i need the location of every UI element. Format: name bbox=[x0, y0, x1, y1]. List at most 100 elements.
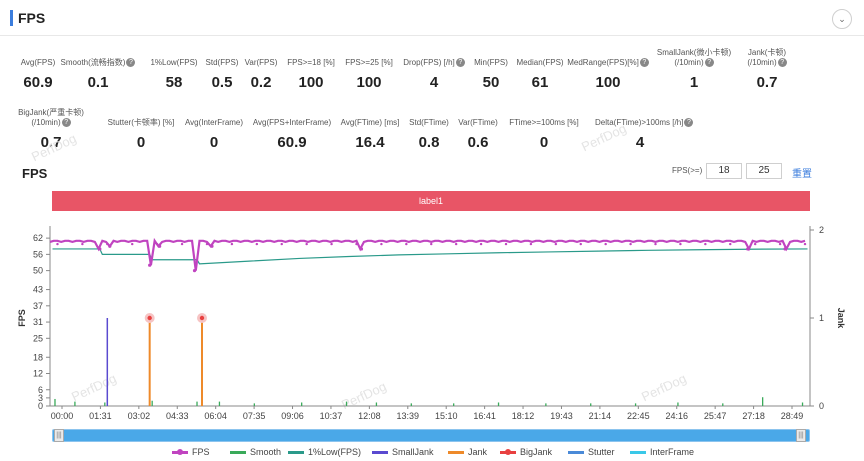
metric-card: MedRange(FPS)[%]? 100 bbox=[563, 58, 653, 92]
x-tick-label: 27:18 bbox=[742, 411, 765, 421]
metric-label: Avg(InterFrame) bbox=[184, 118, 244, 127]
y-right-axis-label: Jank bbox=[836, 308, 846, 330]
y-right-tick-label: 2 bbox=[819, 225, 824, 235]
y-left-tick-label: 62 bbox=[33, 233, 43, 243]
help-icon[interactable]: ? bbox=[126, 58, 136, 68]
metric-value: 0.7 bbox=[756, 74, 778, 91]
fps-dip-point bbox=[98, 247, 102, 251]
fps-sample-point bbox=[355, 242, 358, 246]
metric-card: SmallJank(微小卡顿) (/10min)? 1 bbox=[649, 48, 739, 92]
collapse-chevron-icon[interactable]: ⌄ bbox=[832, 9, 852, 29]
metric-card: Std(FTime) 0.8 bbox=[384, 118, 474, 152]
x-tick-label: 25:47 bbox=[704, 411, 727, 421]
metric-value: 100 bbox=[298, 74, 324, 91]
metric-value: 50 bbox=[482, 74, 500, 91]
fps-dip-point bbox=[192, 269, 197, 273]
fps-sample-point bbox=[479, 242, 483, 246]
metric-label: Jank(卡顿) bbox=[747, 48, 787, 57]
metric-value: 100 bbox=[356, 74, 382, 91]
metric-card: FPS>=25 [%] 100 bbox=[324, 58, 414, 92]
scroll-handle-left[interactable]: ||| bbox=[54, 429, 64, 442]
legend-label: SmallJank bbox=[392, 447, 434, 457]
metric-value: 60.9 bbox=[277, 134, 307, 151]
x-tick-label: 07:35 bbox=[243, 411, 266, 421]
metric-label: Std(FPS) bbox=[205, 58, 239, 67]
y-left-tick-label: 25 bbox=[33, 333, 43, 343]
metric-value: 0.1 bbox=[87, 74, 109, 91]
help-icon[interactable]: ? bbox=[704, 58, 714, 68]
fps-threshold-input-1[interactable]: 18 bbox=[706, 163, 742, 179]
legend-swatch-icon bbox=[500, 449, 516, 456]
legend-item[interactable]: InterFrame bbox=[630, 447, 694, 459]
metric-label: Delta(FTime)>100ms [/h]? bbox=[595, 118, 694, 128]
fps-sample-point bbox=[529, 242, 533, 246]
metric-card: Delta(FTime)>100ms [/h]? 4 bbox=[595, 118, 694, 152]
legend-swatch-icon bbox=[372, 451, 388, 455]
scroll-handle-right[interactable]: ||| bbox=[796, 429, 806, 442]
metric-label: Drop(FPS) [/h]? bbox=[389, 58, 479, 68]
legend-swatch-icon bbox=[288, 451, 304, 455]
fps-dip-point bbox=[108, 244, 112, 248]
metric-label: Smooth(流畅指数)? bbox=[53, 58, 143, 68]
metric-label: MedRange(FPS)[%]? bbox=[563, 58, 653, 68]
fps-sample-point bbox=[56, 242, 59, 246]
x-tick-label: 00:00 bbox=[51, 411, 74, 421]
legend-item[interactable]: 1%Low(FPS) bbox=[288, 447, 361, 459]
metric-label-unit: (/10min)? bbox=[6, 118, 96, 128]
fps-sample-point bbox=[230, 242, 234, 246]
legend-label: Smooth bbox=[250, 447, 282, 457]
metric-card: Drop(FPS) [/h]? 4 bbox=[389, 58, 479, 92]
y-right-tick-label: 0 bbox=[819, 401, 824, 411]
metric-value: 0.8 bbox=[418, 134, 440, 151]
legend-item[interactable]: Stutter bbox=[568, 447, 615, 459]
metric-value: 0.7 bbox=[40, 134, 62, 151]
metric-label: Stutter(卡顿率) [%] bbox=[107, 118, 175, 127]
series-fps-line bbox=[49, 237, 806, 271]
metric-label: FPS>=18 [%] bbox=[287, 58, 335, 67]
reset-button[interactable]: 重置 bbox=[792, 169, 812, 180]
metric-label: Std(FTime) bbox=[409, 118, 449, 127]
fps-sample-point bbox=[131, 242, 134, 246]
help-icon[interactable]: ? bbox=[639, 58, 649, 68]
fps-dip-point bbox=[148, 263, 152, 267]
legend-label: 1%Low(FPS) bbox=[308, 447, 362, 457]
help-icon[interactable]: ? bbox=[684, 118, 694, 128]
metric-card: Var(FTime) 0.6 bbox=[433, 118, 523, 152]
y-left-axis-label: FPS bbox=[17, 309, 27, 327]
legend-item[interactable]: BigJank bbox=[500, 447, 552, 459]
fps-sample-point bbox=[753, 242, 757, 246]
label-band[interactable]: label1 bbox=[52, 191, 810, 211]
metric-label: Median(FPS) bbox=[516, 58, 564, 67]
fps-sample-point bbox=[579, 242, 582, 246]
metric-label: Var(FTime) bbox=[458, 118, 498, 127]
help-icon[interactable]: ? bbox=[777, 58, 787, 68]
fps-sample-point bbox=[504, 242, 508, 246]
metric-value: 0.5 bbox=[211, 74, 233, 91]
fps-sample-point bbox=[454, 242, 458, 246]
metric-label: BigJank(严重卡顿) bbox=[18, 108, 84, 117]
y-left-tick-label: 6 bbox=[38, 385, 43, 395]
help-icon[interactable]: ? bbox=[455, 58, 465, 68]
metric-value: 1 bbox=[689, 74, 699, 91]
x-tick-label: 24:16 bbox=[665, 411, 688, 421]
fps-threshold-input-2[interactable]: 25 bbox=[746, 163, 782, 179]
metric-card: Avg(FTime) [ms] 16.4 bbox=[325, 118, 415, 152]
time-range-scrollbar[interactable] bbox=[52, 429, 810, 442]
x-tick-label: 01:31 bbox=[89, 411, 112, 421]
metric-card: Var(FPS) 0.2 bbox=[216, 58, 306, 92]
y-right-tick-label: 1 bbox=[819, 313, 824, 323]
legend-item[interactable]: Smooth bbox=[230, 447, 281, 459]
metric-value: 61 bbox=[531, 74, 549, 91]
x-tick-label: 18:12 bbox=[512, 411, 535, 421]
legend-swatch-icon bbox=[230, 451, 246, 455]
legend-item[interactable]: Jank bbox=[448, 447, 487, 459]
metric-value: 100 bbox=[595, 74, 621, 91]
y-left-tick-label: 50 bbox=[33, 266, 43, 276]
metric-label-unit: (/10min)? bbox=[722, 58, 812, 68]
help-icon[interactable]: ? bbox=[61, 118, 71, 128]
legend-item[interactable]: SmallJank bbox=[372, 447, 434, 459]
fps-sample-point bbox=[106, 242, 109, 246]
legend-item[interactable]: FPS bbox=[172, 447, 210, 459]
metric-card: Avg(InterFrame) 0 bbox=[169, 118, 259, 152]
